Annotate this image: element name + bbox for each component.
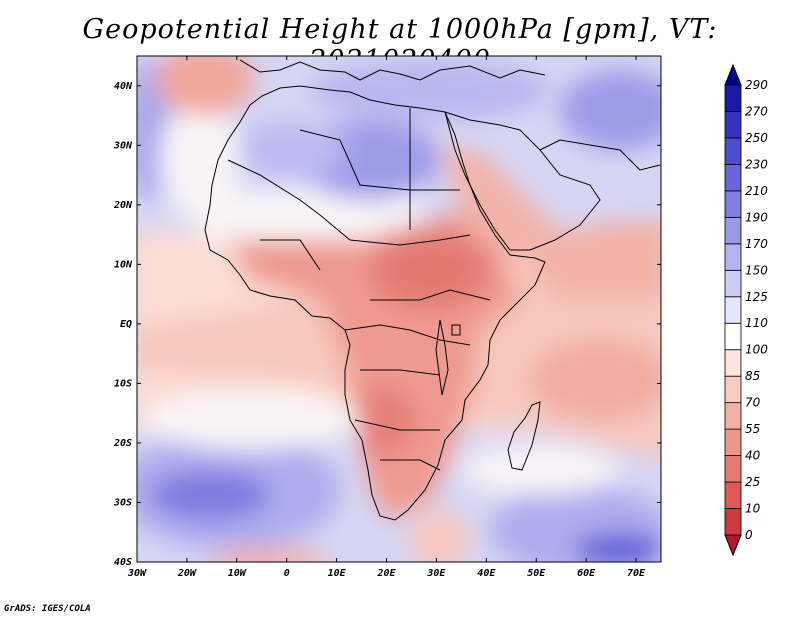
lat-tick-label: 40S	[114, 557, 132, 568]
credit-label: GrADS: IGES/COLA	[4, 604, 91, 614]
colorbar-label: 70	[745, 396, 761, 410]
colorbar-label: 230	[745, 157, 768, 171]
lat-tick-label: 20N	[113, 200, 133, 211]
lon-tick-label: 20E	[376, 568, 396, 579]
colorbar-label: 125	[745, 290, 768, 304]
lat-tick-label: 30N	[113, 140, 133, 151]
colorbar-bin	[724, 164, 742, 192]
lon-tick-label: 40E	[477, 568, 496, 579]
colorbar-bin	[724, 111, 742, 139]
colorbar-label: 170	[745, 237, 768, 251]
lon-tick-label: 10W	[228, 568, 247, 579]
colorbar-label: 210	[745, 184, 768, 198]
lon-tick-label: 30E	[426, 568, 446, 579]
colorbar-label: 110	[745, 316, 768, 330]
lon-tick-label: 50E	[527, 568, 546, 579]
colorbar-label: 10	[745, 502, 761, 516]
colorbar-label: 190	[745, 210, 768, 224]
colorbar-label: 100	[745, 343, 768, 357]
colorbar-label: 40	[745, 449, 761, 463]
colorbar-bin	[724, 322, 742, 351]
colorbar-bin	[724, 243, 742, 271]
colorbar-bin	[724, 190, 742, 218]
colorbar-bin	[724, 137, 742, 165]
colorbar-bin	[724, 216, 742, 245]
colorbar-bin	[724, 375, 742, 404]
colorbar-bin	[724, 508, 742, 536]
axis-ticks: 30W 20W 10W 0 10E 20E 30E 40E 50E 60E 70E 40N 30N 20N…	[113, 56, 661, 579]
colorbar-bin	[724, 481, 742, 509]
geopotential-field	[137, 56, 661, 562]
lat-tick-label: 40N	[114, 81, 133, 92]
lon-tick-label: 30W	[127, 568, 147, 579]
colorbar-bin	[724, 349, 742, 377]
lon-tick-label: 70E	[627, 568, 646, 579]
colorbar-max-arrow	[724, 63, 742, 86]
colorbar: 0 10 25 40 55 70 85 100 110 125 150 170 190 210 230 250…	[724, 63, 768, 557]
colorbar-bin	[724, 402, 742, 430]
colorbar-label: 250	[745, 131, 768, 145]
colorbar-bin	[724, 455, 742, 483]
lat-tick-label: 10S	[114, 378, 132, 389]
colorbar-bin	[724, 296, 742, 324]
colorbar-label: 290	[745, 78, 768, 92]
lat-tick-label: 30S	[113, 497, 132, 508]
lon-tick-label: 60E	[577, 568, 596, 579]
colorbar-label: 0	[745, 528, 753, 542]
colorbar-label: 270	[745, 104, 768, 118]
lat-tick-label: EQ	[120, 319, 132, 330]
colorbar-label: 150	[745, 263, 768, 277]
map-frame	[136, 55, 662, 563]
lat-tick-label: 20S	[113, 438, 132, 449]
colorbar-min-arrow	[724, 534, 742, 557]
lon-tick-label: 20W	[177, 568, 197, 579]
colorbar-bin	[724, 84, 742, 112]
lat-tick-label: 10N	[114, 259, 133, 270]
colorbar-bin	[724, 269, 742, 298]
lon-tick-label: 10E	[328, 568, 347, 579]
colorbar-label: 25	[745, 475, 760, 489]
colorbar-label: 55	[745, 422, 760, 436]
colorbar-bin	[724, 428, 742, 456]
colorbar-label: 85	[745, 369, 760, 383]
lon-tick-label: 0	[284, 568, 290, 579]
